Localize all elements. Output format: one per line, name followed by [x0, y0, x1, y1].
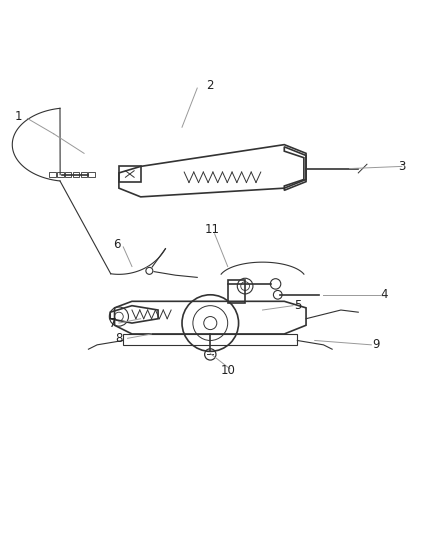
Bar: [81, 172, 87, 177]
Bar: [49, 172, 56, 177]
Text: 6: 6: [113, 238, 120, 251]
Bar: [57, 172, 64, 177]
Text: 10: 10: [220, 365, 235, 377]
Text: 11: 11: [205, 223, 220, 236]
Text: 7: 7: [109, 317, 116, 329]
Bar: [65, 172, 71, 177]
Text: 3: 3: [398, 160, 406, 173]
Text: 1: 1: [15, 110, 22, 123]
Text: 2: 2: [207, 79, 214, 92]
Bar: [73, 172, 79, 177]
Text: 4: 4: [381, 288, 388, 301]
Text: 5: 5: [293, 299, 301, 312]
Circle shape: [146, 268, 153, 274]
Bar: [88, 172, 95, 177]
Text: 8: 8: [115, 332, 123, 345]
Text: 9: 9: [372, 338, 379, 351]
